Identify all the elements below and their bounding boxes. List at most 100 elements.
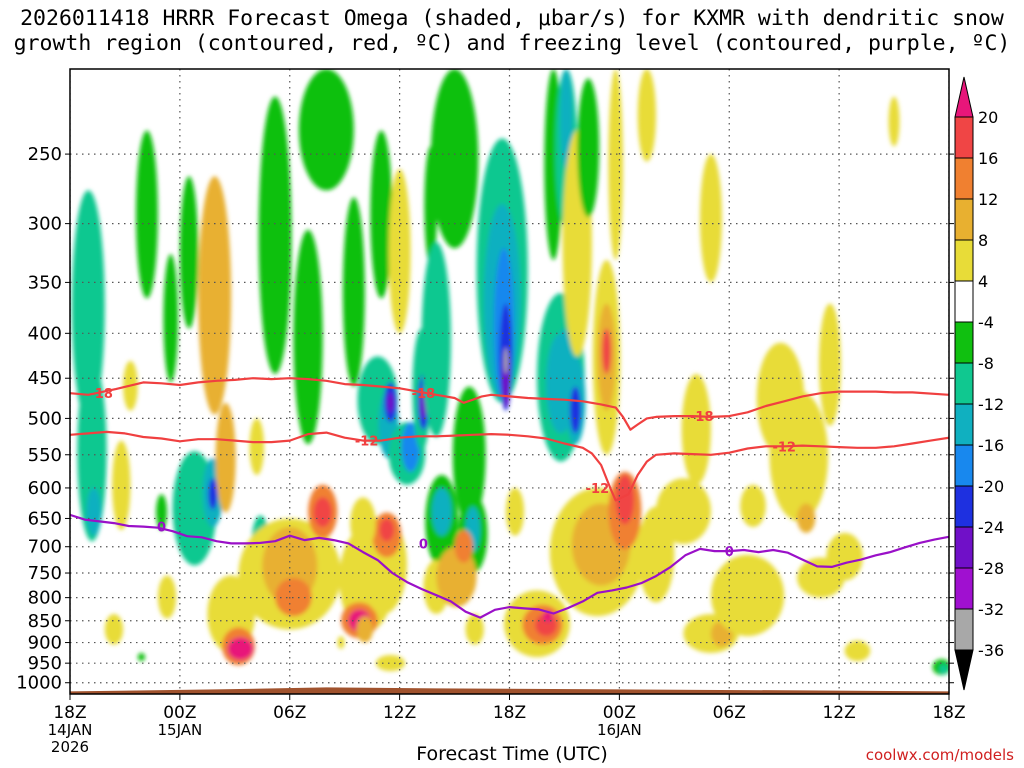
y-tick-label-250: 250 bbox=[28, 144, 62, 165]
dendritic-contour-m18 bbox=[70, 377, 949, 431]
colorbar-band-0 bbox=[954, 116, 974, 159]
y-tick-label-350: 350 bbox=[28, 272, 62, 293]
omega-blob-66 bbox=[559, 69, 573, 170]
chart-title-line-2: growth region (contoured, red, ºC) and f… bbox=[13, 31, 1011, 56]
x-tick-label-48-0: 18Z bbox=[932, 703, 965, 723]
omega-blob-35 bbox=[375, 655, 406, 672]
omega-blob-73 bbox=[601, 328, 612, 374]
colorbar-label-7: -12 bbox=[978, 395, 1004, 414]
omega-blob-68 bbox=[569, 386, 581, 434]
omega-blob-56 bbox=[505, 487, 525, 536]
omega-blob-92 bbox=[818, 303, 841, 426]
colorbar-label-8: -16 bbox=[978, 436, 1004, 455]
y-tick-label-750: 750 bbox=[28, 563, 62, 584]
colorbar-label-3: 8 bbox=[978, 231, 988, 250]
colorbar-band-5 bbox=[954, 321, 974, 364]
omega-blob-0 bbox=[71, 190, 105, 423]
omega-blob-34 bbox=[379, 518, 395, 542]
omega-blob-20 bbox=[258, 96, 292, 374]
omega-blob-7 bbox=[156, 494, 168, 531]
x-tick-label-6-0: 00Z bbox=[163, 703, 196, 723]
freezing-contour-0 bbox=[70, 513, 949, 619]
x-tick-label-6-1: 15JAN bbox=[158, 721, 203, 739]
colorbar-band-7 bbox=[954, 403, 974, 446]
y-tick-label-550: 550 bbox=[28, 445, 62, 466]
y-tick-label-300: 300 bbox=[28, 214, 62, 235]
colorbar-label-4: 4 bbox=[978, 272, 988, 291]
omega-blob-93 bbox=[826, 532, 863, 581]
y-tick-label-900: 900 bbox=[28, 633, 62, 654]
omega-blob-106 bbox=[350, 497, 376, 550]
colorbar-max-arrow bbox=[954, 76, 974, 118]
omega-blob-11 bbox=[208, 478, 218, 510]
colorbar: 20 16 12 8 4 -4 -8 -12 -16 -20 -24 -28 -32 -36 bbox=[954, 76, 1004, 691]
y-tick-label-450: 450 bbox=[28, 368, 62, 389]
colorbar-band-11 bbox=[954, 567, 974, 610]
x-tick-label-0-1: 14JAN bbox=[48, 721, 93, 739]
omega-blob-79 bbox=[637, 69, 656, 162]
x-tick-label-30-0: 00Z bbox=[603, 703, 636, 723]
colorbar-label-13: -36 bbox=[978, 641, 1004, 660]
omega-blob-22 bbox=[298, 69, 354, 191]
y-tick-label-1000: 1000 bbox=[16, 673, 62, 694]
contour-label-7: 0 bbox=[419, 537, 428, 552]
x-tick-label-12-0: 06Z bbox=[273, 703, 306, 723]
omega-blob-8 bbox=[179, 176, 199, 329]
x-tick-label-36-0: 06Z bbox=[713, 703, 746, 723]
colorbar-band-2 bbox=[954, 198, 974, 241]
omega-blob-94 bbox=[844, 640, 871, 662]
omega-blob-77 bbox=[615, 475, 635, 525]
contour-label-1: -18 bbox=[412, 387, 436, 402]
colorbar-band-10 bbox=[954, 526, 974, 569]
y-tick-label-700: 700 bbox=[28, 537, 62, 558]
colorbar-label-0: 20 bbox=[978, 108, 998, 127]
omega-blob-99 bbox=[137, 652, 146, 662]
x-tick-label-30-1: 16JAN bbox=[597, 721, 642, 739]
omega-blob-55 bbox=[503, 347, 508, 374]
omega-blobs bbox=[71, 69, 949, 676]
omega-blob-45 bbox=[431, 487, 452, 536]
x-tick-label-0-0: 18Z bbox=[53, 703, 86, 723]
omega-blob-89 bbox=[769, 390, 829, 522]
omega-blob-5 bbox=[135, 130, 158, 299]
site-credit[interactable]: coolwx.com/models bbox=[865, 746, 1014, 764]
contour-label-6: 0 bbox=[157, 521, 166, 536]
omega-blob-28 bbox=[387, 392, 394, 413]
contour-label-5: -12 bbox=[772, 440, 796, 455]
pressure-axis: 2503003504004505005506006507007508008509… bbox=[16, 144, 954, 694]
omega-blob-107 bbox=[356, 616, 374, 643]
omega-blob-100 bbox=[157, 575, 177, 619]
omega-blob-78 bbox=[608, 69, 624, 260]
colorbar-label-11: -28 bbox=[978, 559, 1004, 578]
dendritic-contour-m12 bbox=[70, 430, 949, 502]
y-tick-label-950: 950 bbox=[28, 653, 62, 674]
x-axis-title: Forecast Time (UTC) bbox=[416, 743, 608, 765]
omega-blob-13 bbox=[215, 402, 236, 513]
colorbar-label-9: -20 bbox=[978, 477, 1004, 496]
y-tick-label-500: 500 bbox=[28, 408, 62, 429]
x-tick-label-42-0: 12Z bbox=[822, 703, 855, 723]
omega-blob-97 bbox=[938, 664, 949, 675]
colorbar-band-6 bbox=[954, 362, 974, 405]
omega-blob-23 bbox=[342, 197, 365, 387]
omega-blob-38 bbox=[401, 422, 420, 472]
omega-blob-83 bbox=[699, 154, 722, 283]
colorbar-label-10: -24 bbox=[978, 518, 1004, 537]
omega-shading bbox=[71, 69, 949, 676]
y-tick-label-600: 600 bbox=[28, 478, 62, 499]
omega-blob-95 bbox=[888, 96, 900, 147]
y-tick-label-400: 400 bbox=[28, 323, 62, 344]
omega-blob-2 bbox=[86, 487, 102, 536]
omega-blob-87 bbox=[740, 484, 766, 528]
omega-blob-86 bbox=[710, 554, 785, 637]
omega-blob-36 bbox=[388, 169, 411, 334]
x-tick-label-0-2: 2026 bbox=[51, 738, 89, 756]
colorbar-label-6: -8 bbox=[978, 354, 994, 373]
contour-label-0: -18 bbox=[89, 387, 113, 402]
contour-label-2: -18 bbox=[690, 410, 714, 425]
colorbar-label-2: 12 bbox=[978, 190, 998, 209]
omega-blob-19 bbox=[249, 418, 265, 476]
colorbar-band-3 bbox=[954, 239, 974, 282]
